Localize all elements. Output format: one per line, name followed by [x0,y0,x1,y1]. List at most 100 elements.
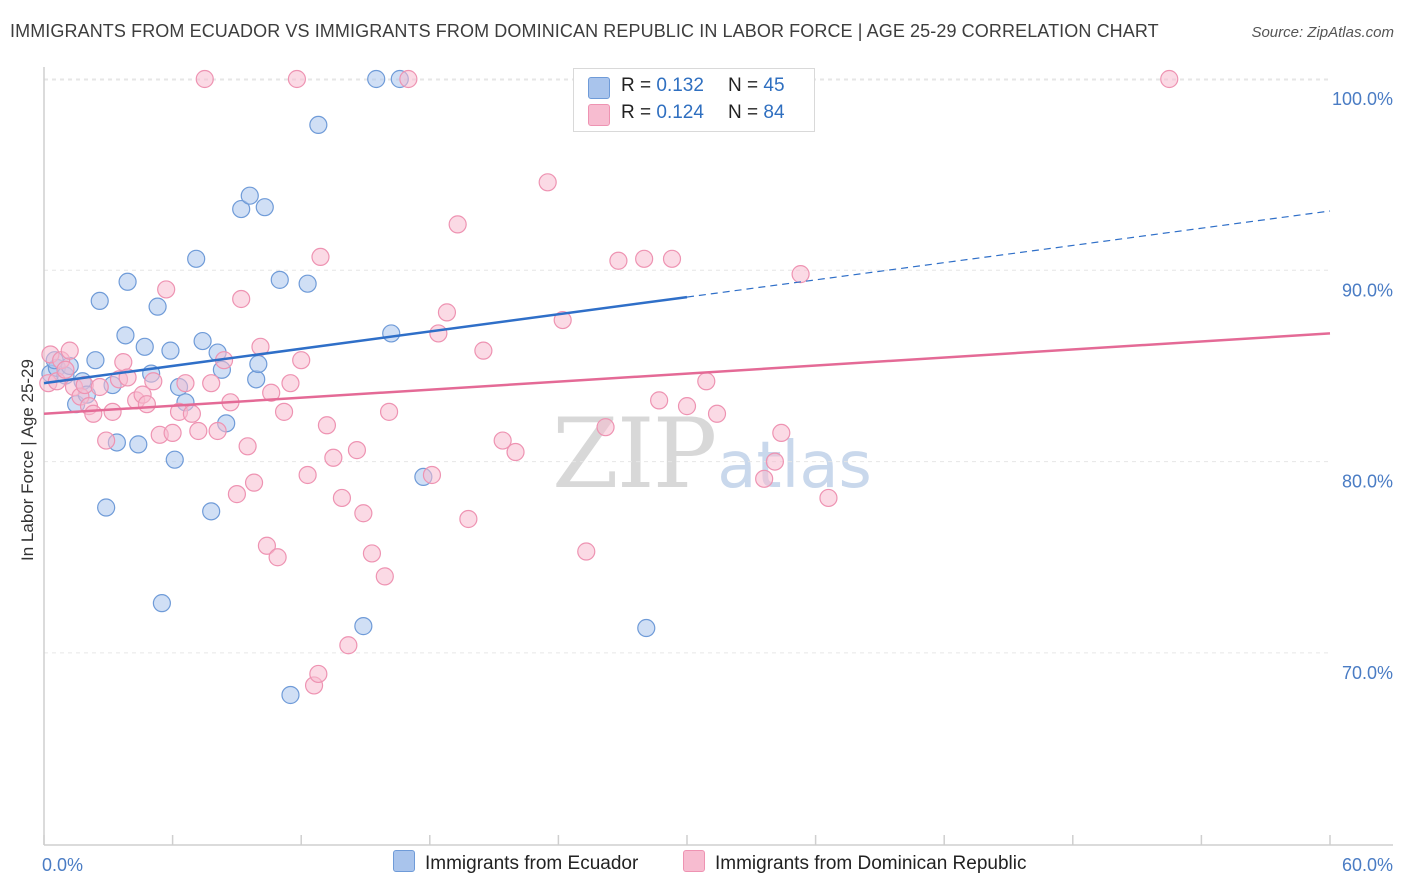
point-ecuador [202,502,221,521]
point-dominican [157,280,176,299]
point-ecuador [249,354,268,374]
point-dominican [437,303,457,322]
point-dominican [577,542,596,561]
legend-item-dominican: Immigrants from Dominican Republic [683,850,1027,875]
point-dominican [257,536,277,555]
point-dominican [791,265,810,284]
legend-swatch-ecuador [393,850,415,872]
x-tick-label: 0.0% [42,855,83,875]
point-ecuador [193,331,212,351]
point-dominican [232,289,251,309]
point-ecuador [270,270,289,289]
chart-title: IMMIGRANTS FROM ECUADOR VS IMMIGRANTS FR… [10,21,1159,41]
point-dominican [553,310,572,330]
point-dominican [274,402,294,421]
n-label: N = [728,102,759,123]
r-value: 0.124 [656,102,704,123]
point-dominican [56,360,75,379]
point-dominican [281,374,300,393]
point-dominican [238,437,257,456]
point-dominican [84,404,103,423]
point-dominican [1160,69,1179,89]
point-dominican [90,377,109,397]
point-dominican [429,324,448,343]
point-dominican [292,351,311,370]
point-dominican [635,249,654,268]
trendline-ecuador [43,295,688,385]
point-dominican [97,431,116,450]
point-ecuador [187,249,206,268]
point-dominican [137,395,156,414]
point-dominican [309,664,328,684]
point-dominican [474,341,493,360]
point-dominican [324,448,343,467]
point-ecuador [161,341,180,360]
r-label: R = [621,102,652,123]
point-dominican [163,423,182,443]
legend-item-ecuador: Immigrants from Ecuador [393,850,638,875]
point-dominican [362,544,382,563]
point-dominican [596,418,615,437]
point-dominican [182,404,201,423]
y-tick-label: 90.0% [1342,280,1393,300]
point-dominican [538,173,557,192]
point-dominican [202,374,221,393]
point-dominican [176,374,195,393]
point-ecuador [116,326,135,345]
point-dominican [244,473,264,492]
legend-label-ecuador: Immigrants from Ecuador [425,853,639,874]
legend-r-dominican: R = 0.124 [621,102,704,124]
point-dominican [114,353,133,372]
point-dominican [707,404,727,423]
point-ecuador [255,198,274,217]
point-ecuador [232,199,251,219]
point-ecuador [135,337,154,356]
point-ecuador [637,618,656,638]
point-dominican [379,402,399,421]
point-ecuador [247,370,266,389]
point-ecuador [309,115,328,135]
point-ecuador [118,272,137,291]
point-dominican [227,485,246,504]
point-ecuador [90,291,109,311]
point-dominican [347,441,367,460]
point-dominican [287,69,307,89]
trendline-ecuador-projection [686,210,1331,298]
point-dominican [268,548,287,567]
point-dominican [399,69,418,89]
point-ecuador [129,435,148,454]
legend-swatch-dominican [588,104,610,126]
point-dominican [662,249,682,268]
legend-swatch-dominican [683,850,705,872]
point-dominican [819,488,838,508]
point-ecuador [281,685,300,705]
point-ecuador [86,351,105,370]
point-dominican [332,488,352,508]
point-dominican [208,421,227,441]
point-dominican [755,469,774,488]
legend-r-ecuador: R = 0.132 [621,75,704,97]
point-ecuador [152,594,171,613]
n-value: 45 [763,75,785,96]
point-ecuador [97,498,116,517]
r-label: R = [621,75,652,96]
point-ecuador [382,324,401,343]
point-dominican [448,215,467,234]
point-dominican [422,465,442,485]
trendline-dominican [43,332,1331,416]
point-dominican [506,442,525,462]
point-dominican [772,423,791,443]
point-dominican [609,251,628,270]
point-ecuador [354,617,373,636]
legend-n-ecuador: N = 45 [728,75,785,97]
point-dominican [195,69,214,89]
point-dominican [262,383,281,402]
point-dominican [459,509,478,529]
point-dominican [60,341,79,360]
legend-swatch-ecuador [588,77,610,99]
source-note: Source: ZipAtlas.com [1251,24,1394,41]
y-tick-label: 80.0% [1342,472,1393,492]
point-ecuador [298,274,317,293]
point-dominican [144,372,163,391]
